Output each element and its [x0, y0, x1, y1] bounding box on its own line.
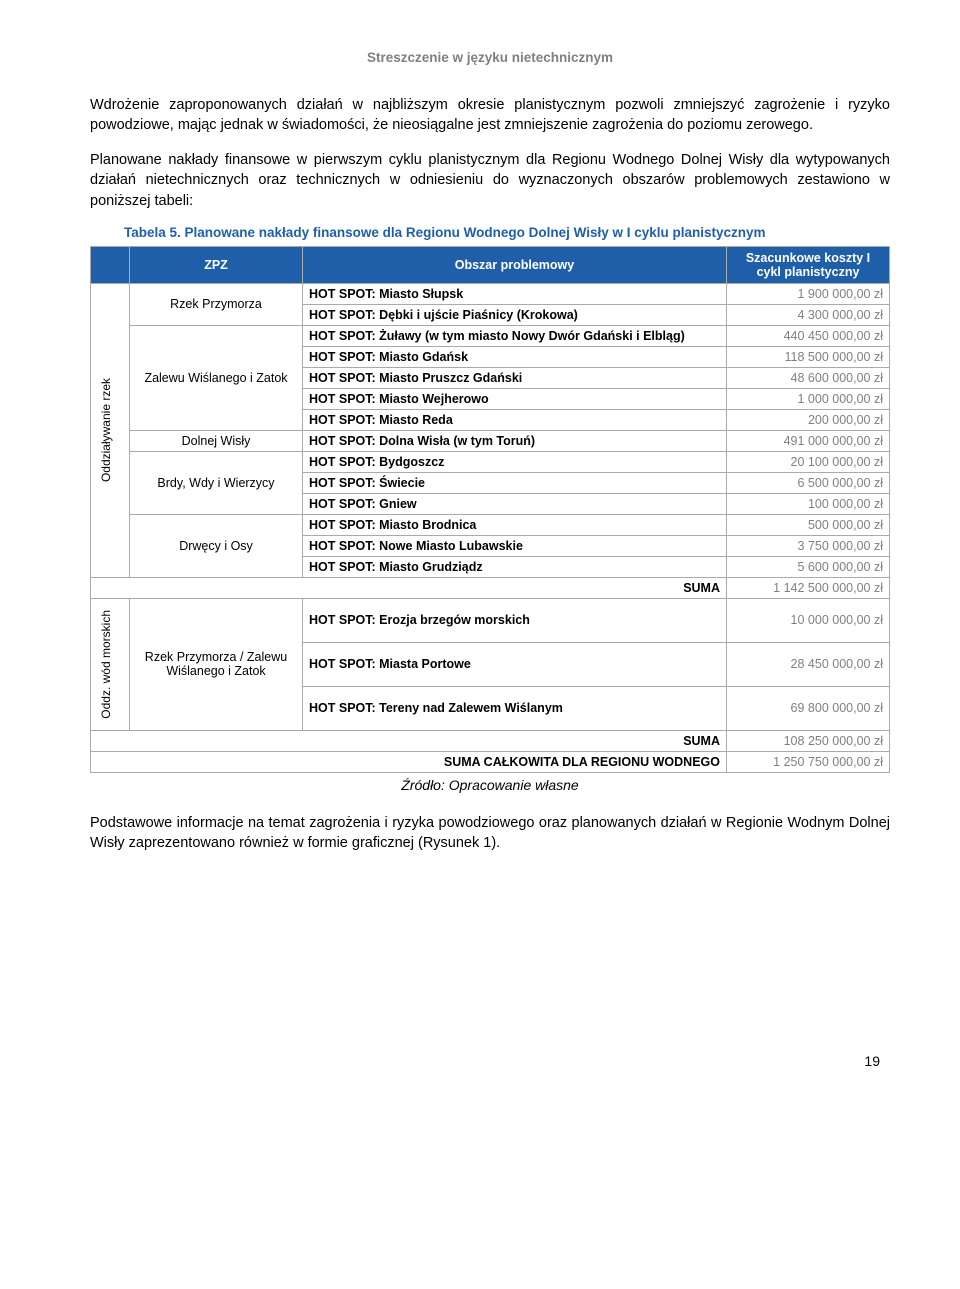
cost-cell: 48 600 000,00 zł	[727, 367, 890, 388]
area-cell: HOT SPOT: Świecie	[303, 472, 727, 493]
total-value: 1 250 750 000,00 zł	[727, 751, 890, 772]
cost-cell: 6 500 000,00 zł	[727, 472, 890, 493]
area-cell: HOT SPOT: Miasto Wejherowo	[303, 388, 727, 409]
col-cost: Szacunkowe koszty I cykl planistyczny	[727, 246, 890, 283]
col-area: Obszar problemowy	[303, 246, 727, 283]
doc-header: Streszczenie w języku nietechnicznym	[90, 50, 890, 65]
cost-cell: 4 300 000,00 zł	[727, 304, 890, 325]
area-cell: HOT SPOT: Tereny nad Zalewem Wiślanym	[303, 686, 727, 730]
paragraph-1: Wdrożenie zaproponowanych działań w najb…	[90, 95, 890, 136]
cost-cell: 1 000 000,00 zł	[727, 388, 890, 409]
zpz-cell: Rzek Przymorza / Zalewu Wiślanego i Zato…	[130, 598, 303, 730]
financial-table: ZPZ Obszar problemowy Szacunkowe koszty …	[90, 246, 890, 773]
area-cell: HOT SPOT: Miasto Grudziądz	[303, 556, 727, 577]
zpz-cell: Drwęcy i Osy	[130, 514, 303, 577]
cost-cell: 491 000 000,00 zł	[727, 430, 890, 451]
cost-cell: 500 000,00 zł	[727, 514, 890, 535]
cost-cell: 20 100 000,00 zł	[727, 451, 890, 472]
area-cell: HOT SPOT: Miasto Pruszcz Gdański	[303, 367, 727, 388]
area-cell: HOT SPOT: Miasto Słupsk	[303, 283, 727, 304]
cost-cell: 3 750 000,00 zł	[727, 535, 890, 556]
area-cell: HOT SPOT: Dębki i ujście Piaśnicy (Kroko…	[303, 304, 727, 325]
cost-cell: 200 000,00 zł	[727, 409, 890, 430]
group-sea: Oddz. wód morskich	[97, 602, 115, 727]
cost-cell: 69 800 000,00 zł	[727, 686, 890, 730]
area-cell: HOT SPOT: Dolna Wisła (w tym Toruń)	[303, 430, 727, 451]
cost-cell: 440 450 000,00 zł	[727, 325, 890, 346]
area-cell: HOT SPOT: Erozja brzegów morskich	[303, 598, 727, 642]
table-caption: Tabela 5. Planowane nakłady finansowe dl…	[124, 225, 890, 240]
col-zpz: ZPZ	[130, 246, 303, 283]
area-cell: HOT SPOT: Nowe Miasto Lubawskie	[303, 535, 727, 556]
cost-cell: 5 600 000,00 zł	[727, 556, 890, 577]
page-number: 19	[90, 1053, 890, 1069]
paragraph-2: Planowane nakłady finansowe w pierwszym …	[90, 150, 890, 211]
area-cell: HOT SPOT: Miasto Brodnica	[303, 514, 727, 535]
cost-cell: 28 450 000,00 zł	[727, 642, 890, 686]
paragraph-3: Podstawowe informacje na temat zagrożeni…	[90, 813, 890, 854]
zpz-cell: Rzek Przymorza	[130, 283, 303, 325]
sum-value: 1 142 500 000,00 zł	[727, 577, 890, 598]
cost-cell: 100 000,00 zł	[727, 493, 890, 514]
area-cell: HOT SPOT: Miasta Portowe	[303, 642, 727, 686]
sum-label: SUMA	[91, 730, 727, 751]
zpz-cell: Dolnej Wisły	[130, 430, 303, 451]
total-label: SUMA CAŁKOWITA DLA REGIONU WODNEGO	[91, 751, 727, 772]
area-cell: HOT SPOT: Miasto Reda	[303, 409, 727, 430]
group-rivers: Oddziaływanie rzek	[97, 370, 115, 490]
table-source: Źródło: Opracowanie własne	[90, 777, 890, 793]
area-cell: HOT SPOT: Gniew	[303, 493, 727, 514]
area-cell: HOT SPOT: Bydgoszcz	[303, 451, 727, 472]
zpz-cell: Zalewu Wiślanego i Zatok	[130, 325, 303, 430]
area-cell: HOT SPOT: Żuławy (w tym miasto Nowy Dwór…	[303, 325, 727, 346]
col-group	[91, 246, 130, 283]
zpz-cell: Brdy, Wdy i Wierzycy	[130, 451, 303, 514]
sum-value: 108 250 000,00 zł	[727, 730, 890, 751]
cost-cell: 1 900 000,00 zł	[727, 283, 890, 304]
cost-cell: 10 000 000,00 zł	[727, 598, 890, 642]
cost-cell: 118 500 000,00 zł	[727, 346, 890, 367]
sum-label: SUMA	[91, 577, 727, 598]
area-cell: HOT SPOT: Miasto Gdańsk	[303, 346, 727, 367]
